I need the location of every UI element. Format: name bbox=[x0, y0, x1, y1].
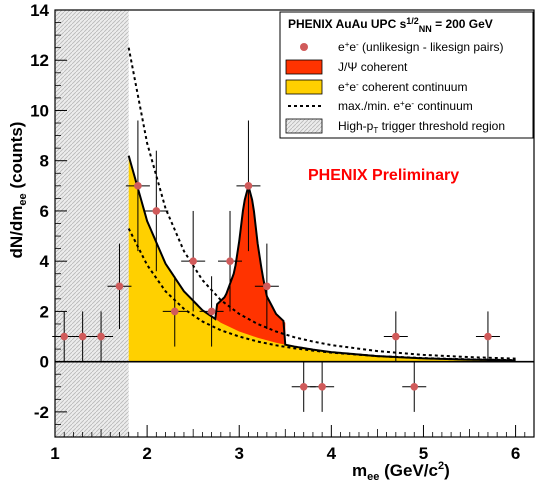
legend-entry-data: e+e- (unlikesign - likesign pairs) bbox=[338, 40, 503, 54]
phenix-preliminary-label: PHENIX Preliminary bbox=[308, 167, 459, 184]
y-tick-label: 14 bbox=[30, 1, 49, 20]
legend-entry-threshold: High-pT trigger threshold region bbox=[338, 119, 505, 135]
data-point bbox=[78, 332, 87, 341]
data-point bbox=[244, 182, 253, 190]
data-point bbox=[318, 382, 326, 391]
data-point bbox=[410, 382, 419, 391]
y-tick-label: 2 bbox=[40, 302, 49, 321]
data-point bbox=[207, 307, 216, 316]
legend-entry-continuum: e+e- coherent continuum bbox=[338, 80, 467, 94]
legend: PHENIX AuAu UPC s1/2NN = 200 GeV e+e- (u… bbox=[279, 11, 534, 139]
x-tick-label: 1 bbox=[50, 444, 59, 463]
data-point bbox=[226, 257, 234, 265]
coherent-continuum-area bbox=[128, 155, 516, 362]
y-tick-label: 4 bbox=[40, 252, 50, 271]
data-point bbox=[170, 307, 179, 316]
max-continuum-line bbox=[127, 47, 516, 360]
data-point bbox=[263, 282, 271, 291]
x-tick-label: 2 bbox=[142, 444, 151, 463]
legend-box bbox=[279, 11, 534, 139]
data-point bbox=[115, 282, 124, 291]
legend-swatch-threshold bbox=[285, 118, 323, 134]
data-point bbox=[299, 382, 308, 391]
data-point bbox=[392, 332, 400, 341]
y-tick-label: -2 bbox=[34, 403, 49, 422]
y-tick-label: 6 bbox=[40, 202, 49, 221]
x-tick-label: 4 bbox=[327, 444, 337, 463]
trigger-threshold-region bbox=[55, 10, 129, 437]
y-tick-label: 0 bbox=[40, 353, 49, 372]
y-tick-label: 8 bbox=[40, 152, 49, 171]
x-axis-title: mee (GeV/c2) bbox=[352, 460, 450, 483]
legend-marker-data bbox=[300, 43, 308, 51]
data-point bbox=[152, 207, 161, 215]
y-tick-label: 12 bbox=[30, 51, 49, 70]
legend-entry-maxmin: max./min. e+e- continuum bbox=[338, 99, 473, 113]
data-point bbox=[134, 182, 142, 190]
x-tick-label: 6 bbox=[511, 444, 520, 463]
legend-swatch-jpsi bbox=[285, 59, 323, 75]
data-point bbox=[97, 332, 105, 341]
data-point bbox=[60, 332, 69, 341]
legend-title: PHENIX AuAu UPC s1/2NN = 200 GeV bbox=[288, 16, 493, 34]
y-tick-label: 10 bbox=[30, 101, 49, 120]
data-point bbox=[484, 332, 492, 341]
x-tick-label: 5 bbox=[419, 444, 428, 463]
legend-entry-jpsi: J/Ψ coherent bbox=[338, 60, 408, 74]
x-tick-label: 3 bbox=[234, 444, 243, 463]
plot-frame bbox=[54, 9, 535, 438]
data-point bbox=[189, 257, 197, 265]
jpsi-coherent-area bbox=[216, 185, 286, 362]
legend-swatch-continuum bbox=[285, 79, 323, 95]
y-axis-title: dN/dmee (counts) bbox=[7, 122, 29, 259]
